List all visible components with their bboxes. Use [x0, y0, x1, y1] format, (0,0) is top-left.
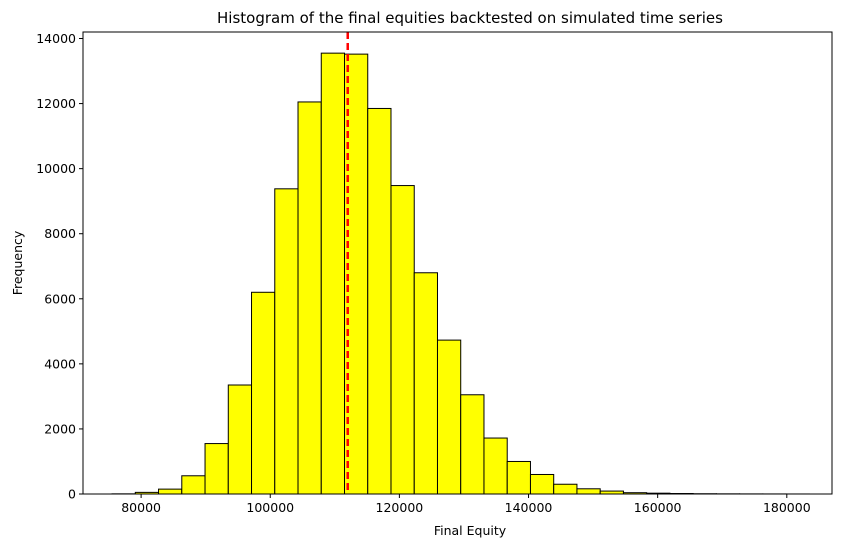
histogram-bar	[390, 185, 415, 495]
y-tick-label: 6000	[44, 291, 76, 306]
y-tick-label: 4000	[44, 356, 76, 371]
histogram-bar	[483, 437, 508, 495]
x-tick-label: 140000	[505, 500, 553, 515]
histogram-bar	[553, 483, 578, 495]
histogram-bar	[320, 52, 346, 495]
histogram-bar	[297, 101, 322, 495]
y-axis-ticks: 0 2000 4000 6000 8000 10000 12000 14000	[36, 31, 83, 502]
histogram-bar	[251, 291, 276, 495]
histogram-bar	[460, 394, 485, 495]
x-tick-label: 100000	[246, 500, 294, 515]
x-axis-ticks: 80000 100000 120000 140000 160000 180000	[121, 494, 811, 515]
x-tick-label: 180000	[763, 500, 811, 515]
histogram-bar	[436, 339, 462, 495]
histogram-bar	[367, 107, 392, 495]
y-tick-label: 2000	[44, 421, 76, 436]
y-tick-label: 8000	[44, 226, 76, 241]
y-tick-label: 12000	[36, 96, 76, 111]
x-tick-label: 80000	[121, 500, 161, 515]
histogram-bar	[181, 475, 206, 495]
y-tick-label: 0	[68, 487, 76, 502]
histogram-bar	[413, 272, 438, 495]
y-tick-label: 14000	[36, 31, 76, 46]
x-tick-label: 160000	[634, 500, 682, 515]
histogram-bar	[158, 488, 183, 495]
plot-frame	[82, 31, 833, 495]
histogram-bar	[274, 188, 299, 495]
histogram-bar	[506, 460, 531, 495]
chart-title: Histogram of the final equities backtest…	[217, 9, 723, 27]
histogram-bar	[204, 443, 229, 495]
histogram-bar	[227, 384, 253, 495]
y-axis-label: Frequency	[10, 230, 25, 295]
x-axis-label: Final Equity	[434, 523, 507, 538]
histogram-bar	[529, 473, 555, 495]
histogram-bar	[576, 488, 601, 495]
x-tick-label: 120000	[376, 500, 424, 515]
y-tick-label: 10000	[36, 161, 76, 176]
